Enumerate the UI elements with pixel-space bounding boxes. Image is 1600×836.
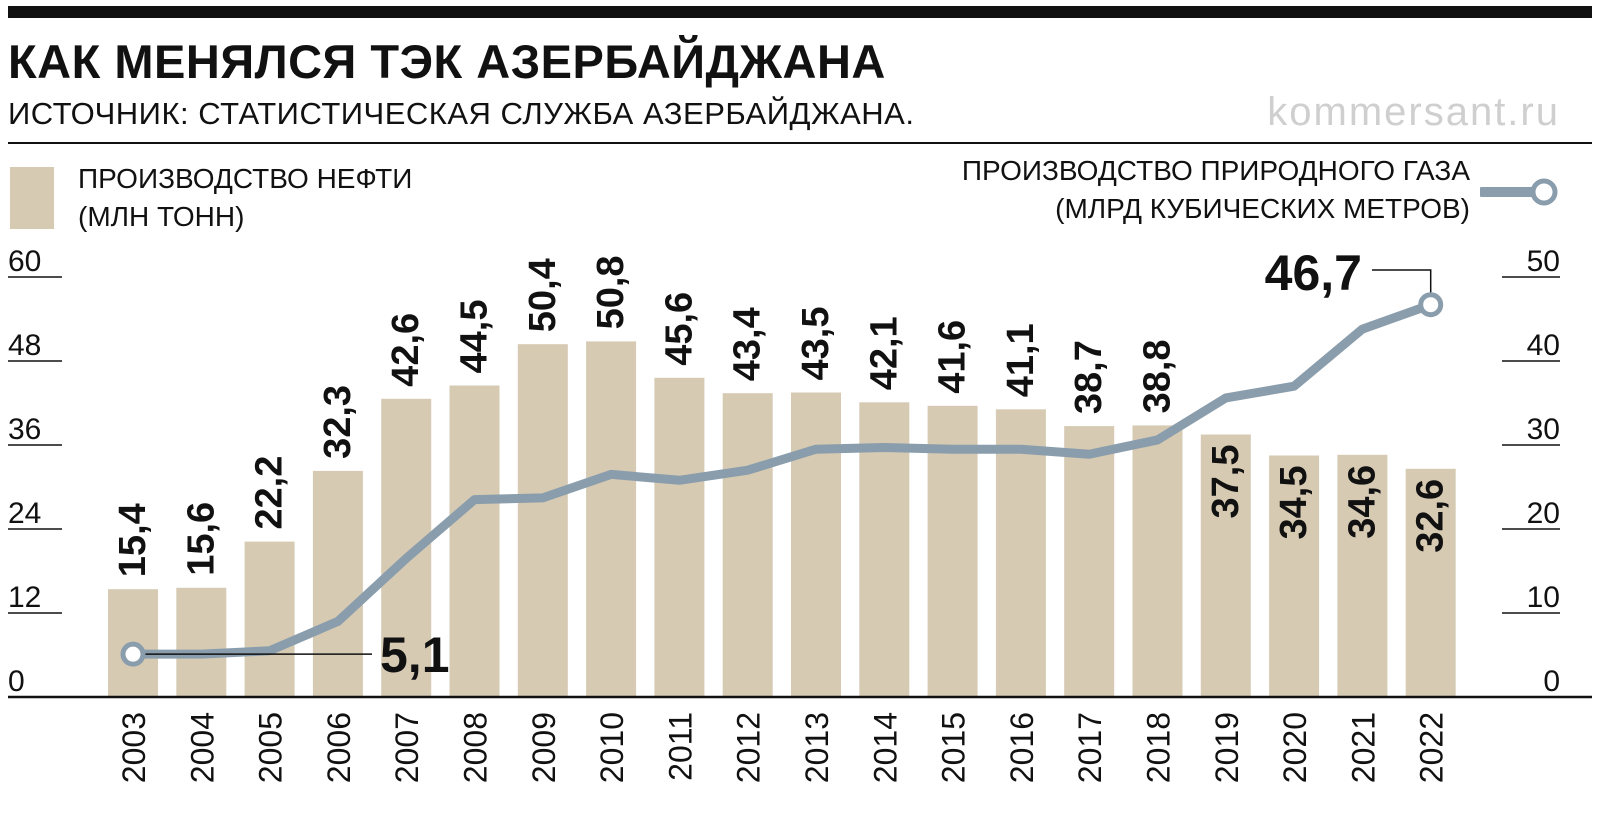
gas-line [128,300,1436,659]
oil-bar [1132,425,1183,697]
oil-value-label: 42,6 [385,313,427,387]
oil-value-label: 38,7 [1068,340,1110,414]
gas-end-label: 46,7 [1265,245,1362,301]
oil-value-label: 44,5 [454,300,496,374]
x-tick-label: 2022 [1414,712,1450,783]
x-tick-label: 2015 [936,712,972,783]
left-tick-label: 0 [8,665,25,698]
right-tick-label: 20 [1527,497,1560,530]
oil-bar [1200,434,1251,697]
chart-title: КАК МЕНЯЛСЯ ТЭК АЗЕРБАЙДЖАНА [8,35,886,88]
oil-value-label: 41,1 [1000,323,1042,397]
x-tick-label: 2003 [116,712,152,783]
oil-bar [722,393,773,697]
oil-bar [586,341,637,697]
legend-gas-label: ПРОИЗВОДСТВО ПРИРОДНОГО ГАЗА [961,155,1470,186]
oil-bar [654,377,705,697]
top-bar [8,6,1592,18]
oil-value-label: 45,6 [658,292,700,366]
right-tick-label: 10 [1527,581,1560,614]
oil-bar [995,409,1046,697]
source-note: ИСТОЧНИК: СТАТИСТИЧЕСКАЯ СЛУЖБА АЗЕРБАЙД… [8,96,915,131]
legend-oil: ПРОИЗВОДСТВО НЕФТИ (МЛН ТОНН) [78,160,412,236]
gas-end-marker [1418,292,1444,318]
x-tick-label: 2007 [389,712,425,783]
oil-bar [1269,455,1320,697]
oil-value-label: 42,1 [863,316,905,390]
x-tick-label: 2017 [1072,712,1108,783]
legend-oil-unit: (МЛН ТОНН) [78,201,245,232]
oil-bar [517,344,568,697]
oil-bar [927,405,978,697]
x-tick-label: 2008 [458,712,494,783]
oil-value-label: 15,4 [112,503,154,577]
gas-end-leader [1372,269,1432,295]
oil-bar [1337,454,1388,697]
gas-start-marker [120,641,146,667]
oil-bar [176,587,227,697]
right-tick-label: 40 [1527,329,1560,362]
legend-gas-unit: (МЛРД КУБИЧЕСКИХ МЕТРОВ) [1055,193,1470,224]
right-tick-label: 50 [1527,245,1560,278]
oil-bar [1405,468,1456,697]
x-tick-label: 2014 [867,712,903,783]
left-tick-label: 24 [8,497,41,530]
oil-value-label: 38,8 [1137,339,1179,413]
oil-value-label: 32,6 [1410,479,1452,553]
oil-value-label: 50,8 [590,255,632,329]
legend-oil-swatch [10,167,54,229]
oil-value-label: 50,4 [522,258,564,332]
x-tick-label: 2004 [184,712,220,783]
x-tick-label: 2020 [1277,712,1313,783]
left-tick-label: 36 [8,413,41,446]
x-tick-label: 2006 [321,712,357,783]
header-rule [8,142,1592,144]
left-tick-label: 60 [8,245,41,278]
left-tick-label: 48 [8,329,41,362]
oil-value-label: 43,4 [727,307,769,381]
x-tick-label: 2012 [731,712,767,783]
oil-value-label: 15,6 [180,502,222,576]
x-tick-label: 2019 [1209,712,1245,783]
oil-bar [449,385,500,697]
right-tick-label: 30 [1527,413,1560,446]
x-tick-label: 2013 [799,712,835,783]
legend-gas-line-icon [1480,178,1558,206]
x-tick-label: 2005 [253,712,289,783]
gas-start-label: 5,1 [380,627,450,683]
legend-gas: ПРОИЗВОДСТВО ПРИРОДНОГО ГАЗА (МЛРД КУБИЧ… [962,152,1470,228]
oil-value-label: 34,6 [1341,465,1383,539]
x-tick-label: 2011 [662,712,698,781]
oil-value-label: 37,5 [1205,445,1247,519]
x-tick-label: 2018 [1141,712,1177,783]
x-tick-label: 2009 [526,712,562,783]
x-tick-label: 2021 [1345,712,1381,783]
oil-bar [244,541,295,697]
oil-value-label: 32,3 [317,385,359,459]
oil-value-label: 41,6 [932,320,974,394]
site-watermark: kommersant.ru [1267,90,1560,134]
legend-oil-label: ПРОИЗВОДСТВО НЕФТИ [78,163,413,194]
x-tick-label: 2016 [1004,712,1040,783]
oil-bar [1064,426,1115,697]
oil-value-label: 22,2 [249,456,291,530]
oil-value-label: 43,5 [795,307,837,381]
oil-value-label: 34,5 [1273,466,1315,540]
x-tick-label: 2010 [594,712,630,783]
oil-bar [791,392,841,697]
left-tick-label: 12 [8,581,41,614]
right-tick-label: 0 [1543,665,1560,698]
oil-bar [312,470,363,697]
